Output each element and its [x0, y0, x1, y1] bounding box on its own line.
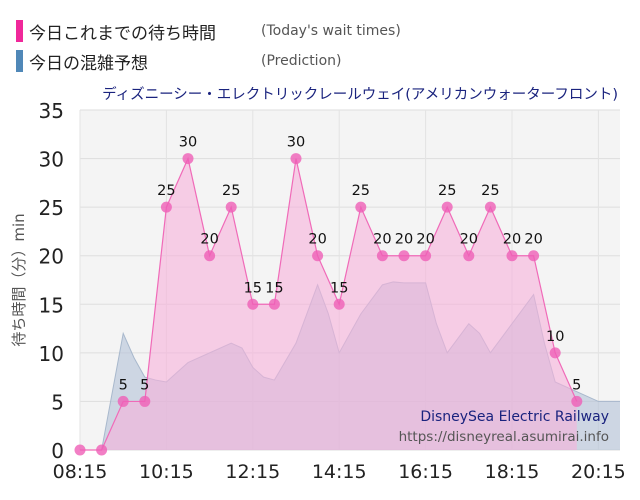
data-label: 25 [222, 183, 240, 199]
today-point [463, 250, 475, 262]
today-point [528, 250, 540, 262]
prediction-swatch [16, 50, 23, 72]
data-label: 15 [244, 280, 262, 296]
today-point [247, 298, 259, 310]
x-tick-label: 10:15 [139, 461, 194, 483]
today-point [117, 395, 129, 407]
x-tick-label: 16:15 [398, 461, 453, 483]
y-tick-label: 20 [39, 245, 64, 269]
today-point [484, 201, 496, 213]
watermark-line2: https://disneyreal.asumirai.info [399, 429, 609, 445]
data-label: 5 [572, 377, 581, 393]
y-tick-label: 35 [39, 99, 64, 123]
data-label: 25 [438, 183, 456, 199]
y-tick-label: 0 [51, 439, 64, 463]
x-tick-label: 08:15 [53, 461, 108, 483]
watermark-line1: DisneySea Electric Railway [420, 409, 609, 425]
data-label: 20 [308, 232, 326, 248]
data-label: 15 [265, 280, 283, 296]
legend-today-label: 今日これまでの待ち時間 [29, 23, 216, 44]
data-label: 20 [524, 232, 542, 248]
data-label: 20 [373, 232, 391, 248]
legend-today: 今日これまでの待ち時間 (Today's wait times) [16, 19, 401, 44]
y-tick-label: 15 [39, 293, 64, 317]
legend-today-sub: (Today's wait times) [261, 23, 401, 39]
today-point [441, 201, 453, 213]
data-label: 25 [481, 183, 499, 199]
today-point [74, 444, 86, 456]
legend-prediction-label: 今日の混雑予想 [29, 53, 148, 74]
y-tick-label: 25 [39, 196, 64, 220]
today-line [80, 156, 578, 451]
x-tick-label: 14:15 [312, 461, 367, 483]
today-point [376, 250, 388, 262]
today-point [312, 250, 324, 262]
data-label: 10 [546, 329, 564, 345]
today-point [204, 250, 216, 262]
today-point [420, 250, 432, 262]
y-axis-label: 待ち時間（分）min [10, 213, 28, 346]
legend-prediction: 今日の混雑予想 (Prediction) [16, 49, 342, 74]
data-label: 30 [287, 135, 305, 151]
data-label: 20 [503, 232, 521, 248]
today-point [571, 395, 583, 407]
x-tick-label: 18:15 [485, 461, 540, 483]
y-axis: 0 5 10 15 20 25 30 35 [39, 99, 64, 463]
today-points [74, 153, 583, 456]
today-point [139, 395, 151, 407]
today-point [506, 250, 518, 262]
legend-prediction-sub: (Prediction) [261, 53, 342, 69]
data-label: 25 [352, 183, 370, 199]
today-series [80, 156, 578, 451]
today-point [96, 444, 108, 456]
today-point [225, 201, 237, 213]
data-label: 20 [395, 232, 413, 248]
chart-title: ディズニーシー・エレクトリックレールウェイ(アメリカンウォーターフロント) [102, 85, 618, 103]
data-label: 15 [330, 280, 348, 296]
data-label: 25 [157, 183, 175, 199]
x-tick-label: 20:15 [571, 461, 626, 483]
x-tick-label: 12:15 [225, 461, 280, 483]
data-label: 20 [200, 232, 218, 248]
today-point [355, 201, 367, 213]
today-point [268, 298, 280, 310]
data-label: 20 [416, 232, 434, 248]
y-tick-label: 30 [39, 148, 64, 172]
data-label: 30 [179, 135, 197, 151]
data-label: 5 [140, 377, 149, 393]
data-label: 20 [460, 232, 478, 248]
today-point [549, 347, 561, 359]
today-point [182, 153, 194, 165]
today-point [290, 153, 302, 165]
x-axis: 08:15 10:15 12:15 14:15 16:15 18:15 20:15 [53, 461, 626, 483]
today-point [160, 201, 172, 213]
y-tick-label: 5 [51, 390, 64, 414]
data-label: 5 [119, 377, 128, 393]
today-point [333, 298, 345, 310]
today-point [398, 250, 410, 262]
y-tick-label: 10 [39, 342, 64, 366]
today-swatch [16, 20, 23, 42]
